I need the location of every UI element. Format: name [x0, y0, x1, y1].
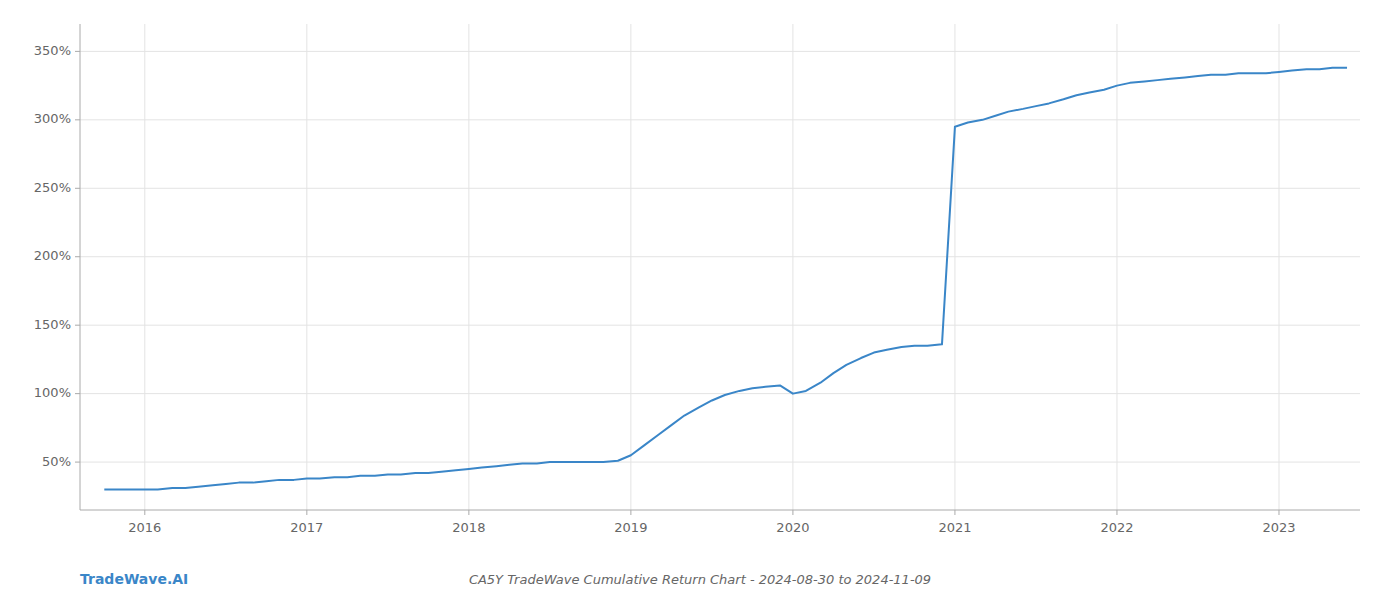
y-tick [75, 188, 80, 189]
x-tick-label: 2023 [1262, 520, 1295, 535]
plot-area [104, 68, 1347, 490]
y-tick-label: 300% [34, 111, 71, 126]
x-grid-line [954, 24, 955, 510]
y-tick [75, 51, 80, 52]
x-grid-line [630, 24, 631, 510]
x-tick-label: 2022 [1100, 520, 1133, 535]
title: CA5Y TradeWave Cumulative Return Chart -… [469, 572, 931, 587]
x-tick [144, 510, 145, 515]
y-axis-line [80, 24, 81, 510]
x-tick [468, 510, 469, 515]
y-tick-label: 50% [42, 454, 71, 469]
x-tick-label: 2020 [776, 520, 809, 535]
y-tick-label: 100% [34, 385, 71, 400]
y-tick [75, 325, 80, 326]
y-grid-line [80, 51, 1360, 52]
y-grid-line [80, 462, 1360, 463]
x-tick [1116, 510, 1117, 515]
x-tick [1278, 510, 1279, 515]
y-grid-line [80, 119, 1360, 120]
x-tick-label: 2021 [938, 520, 971, 535]
y-grid-line [80, 393, 1360, 394]
y-tick [75, 462, 80, 463]
x-tick-label: 2018 [452, 520, 485, 535]
line [104, 68, 1347, 490]
page: {"chart_data": { "type": "line", "title"… [0, 0, 1400, 600]
x-tick [954, 510, 955, 515]
x-grid-line [792, 24, 793, 510]
y-tick-label: 250% [34, 180, 71, 195]
axes: 50% 100% 150% 200% 250% 300% 350% 2016 2017 2018 2… [34, 24, 1360, 535]
y-tick-label: 200% [34, 248, 71, 263]
x-tick-label: 2017 [290, 520, 323, 535]
x-grid-line [306, 24, 307, 510]
grid [80, 24, 1360, 510]
chart: 50% 100% 150% 200% 250% 300% 350% 2016 2017 2018 2… [0, 0, 1400, 600]
annotation: TradeWave.AI [80, 571, 188, 587]
x-tick [306, 510, 307, 515]
x-tick [792, 510, 793, 515]
x-grid-line [468, 24, 469, 510]
y-tick-label: 150% [34, 317, 71, 332]
y-grid-line [80, 188, 1360, 189]
y-tick [75, 393, 80, 394]
y-tick-label: 350% [34, 43, 71, 58]
y-grid-line [80, 325, 1360, 326]
y-tick [75, 256, 80, 257]
x-grid-line [144, 24, 145, 510]
x-tick [630, 510, 631, 515]
x-axis-line [80, 510, 1360, 511]
x-grid-line [1278, 24, 1279, 510]
x-tick-label: 2016 [128, 520, 161, 535]
y-grid-line [80, 256, 1360, 257]
y-tick [75, 119, 80, 120]
x-tick-label: 2019 [614, 520, 647, 535]
x-grid-line [1116, 24, 1117, 510]
